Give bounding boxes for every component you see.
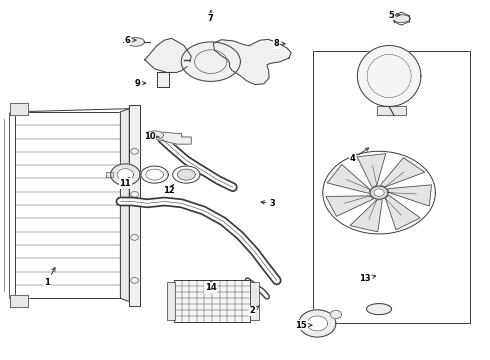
Text: 4: 4 [349,148,369,163]
Polygon shape [152,132,191,144]
Polygon shape [350,200,382,232]
Polygon shape [15,112,121,298]
Polygon shape [370,186,388,199]
Text: 13: 13 [359,274,376,283]
Bar [174,280,250,321]
Polygon shape [388,185,432,206]
Polygon shape [129,105,140,306]
Polygon shape [314,51,470,323]
Text: 1: 1 [44,268,55,287]
Text: 2: 2 [249,306,259,315]
Polygon shape [357,154,386,187]
Text: 8: 8 [274,39,285,48]
Polygon shape [181,42,241,81]
Polygon shape [145,39,191,72]
Bar [250,282,259,320]
Text: 14: 14 [205,282,217,292]
Polygon shape [327,165,370,193]
Bar [167,282,174,320]
Text: 6: 6 [125,36,136,45]
Text: 12: 12 [163,184,175,195]
Polygon shape [307,316,327,331]
Polygon shape [117,169,133,180]
Polygon shape [111,164,140,185]
Polygon shape [326,196,373,216]
Text: 15: 15 [295,321,312,330]
Polygon shape [213,40,291,85]
Polygon shape [299,310,336,337]
Polygon shape [377,107,406,116]
Polygon shape [127,38,145,46]
Polygon shape [121,109,129,302]
Text: 7: 7 [208,10,214,23]
Text: 5: 5 [389,10,400,19]
Text: 11: 11 [120,177,131,188]
Polygon shape [141,166,168,183]
Text: 9: 9 [135,79,146,88]
Polygon shape [357,45,421,107]
Polygon shape [386,195,420,230]
Polygon shape [374,189,384,196]
Polygon shape [10,103,27,116]
Polygon shape [380,158,425,187]
Polygon shape [177,169,195,180]
Polygon shape [172,166,200,183]
Polygon shape [157,72,169,87]
Text: 3: 3 [261,199,275,208]
Polygon shape [367,303,392,315]
Polygon shape [392,15,410,22]
Polygon shape [146,131,163,139]
Polygon shape [106,172,113,177]
Polygon shape [330,310,342,319]
Polygon shape [184,62,189,65]
Text: 10: 10 [144,132,159,141]
Polygon shape [10,295,27,307]
